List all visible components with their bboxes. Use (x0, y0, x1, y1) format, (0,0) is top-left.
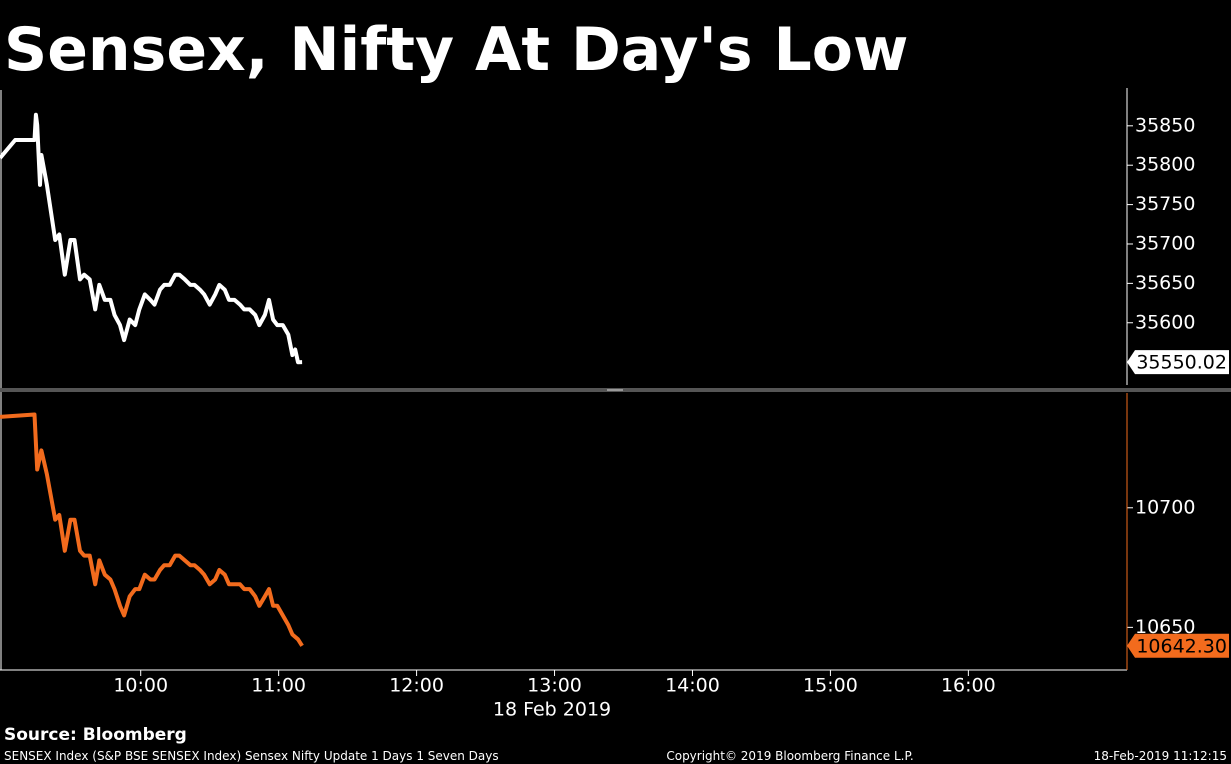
line-series (0, 112, 303, 365)
x-tick-label: 16:00 (941, 675, 996, 697)
y-tick-label: 35800 (1135, 154, 1195, 176)
divider-handle (607, 389, 623, 391)
x-tick-label: 13:00 (527, 675, 582, 697)
x-tick-label: 11:00 (251, 675, 306, 697)
timestamp: 18-Feb-2019 11:12:15 (1094, 749, 1227, 763)
line-series (0, 412, 304, 647)
last-value-label: 10642.30 (1136, 635, 1227, 657)
y-tick-label: 35750 (1135, 193, 1195, 215)
x-tick-label: 10:00 (113, 675, 168, 697)
last-value-label: 35550.02 (1136, 352, 1227, 374)
source: Source: Bloomberg (4, 725, 187, 745)
y-tick-label: 35600 (1135, 311, 1195, 333)
y-tick-label: 35650 (1135, 272, 1195, 294)
last-value-box (1127, 633, 1229, 658)
x-tick-label: 12:00 (389, 675, 444, 697)
footer-left: SENSEX Index (S&P BSE SENSEX Index) Sens… (4, 749, 499, 763)
y-tick-label: 35850 (1135, 114, 1195, 136)
x-tick-label: 14:00 (665, 675, 720, 697)
last-value-box (1127, 350, 1229, 375)
x-tick-label: 15:00 (803, 675, 858, 697)
chart-title: Sensex, Nifty At Day's Low (4, 15, 908, 85)
x-axis-label: 18 Feb 2019 (493, 699, 611, 721)
copyright: Copyright© 2019 Bloomberg Finance L.P. (666, 749, 913, 763)
y-tick-label: 10700 (1135, 496, 1195, 518)
y-tick-label: 10650 (1135, 616, 1195, 638)
y-tick-label: 35700 (1135, 232, 1195, 254)
